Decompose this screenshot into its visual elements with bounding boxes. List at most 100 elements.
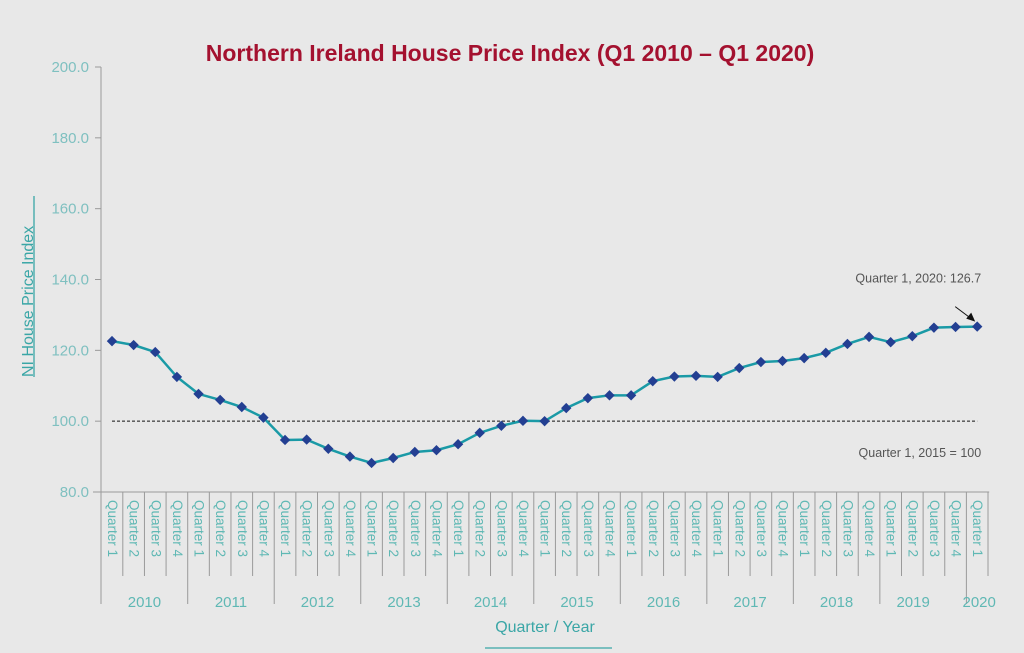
x-tick-label: Quarter 1 — [192, 500, 207, 557]
data-point — [712, 371, 723, 383]
x-axis-label: Quarter / Year — [495, 619, 595, 636]
data-point — [258, 412, 269, 423]
x-tick-label: Quarter 3 — [754, 500, 769, 557]
data-point — [301, 434, 312, 445]
x-tick-label: Quarter 3 — [408, 500, 423, 557]
year-label: 2020 — [963, 594, 996, 611]
x-tick-label: Quarter 4 — [689, 500, 704, 558]
data-point — [387, 452, 399, 464]
data-point — [625, 390, 637, 401]
year-label: 2012 — [301, 594, 334, 611]
data-point — [517, 415, 529, 427]
x-tick-label: Quarter 4 — [602, 500, 617, 558]
x-tick-label: Quarter 3 — [494, 500, 509, 557]
data-point — [950, 321, 961, 333]
x-tick-label: Quarter 4 — [256, 500, 271, 558]
x-tick-label: Quarter 2 — [559, 500, 574, 557]
data-point — [734, 362, 745, 374]
data-point — [604, 390, 615, 401]
x-tick-label: Quarter 4 — [170, 500, 185, 558]
reference-line-label: Quarter 1, 2015 = 100 — [859, 446, 982, 460]
x-tick-label: Quarter 2 — [213, 500, 228, 557]
data-point — [106, 335, 118, 347]
x-tick-label: Quarter 2 — [646, 500, 661, 557]
data-point — [690, 370, 702, 382]
x-tick-label: Quarter 2 — [127, 500, 142, 557]
x-tick-label: Quarter 2 — [473, 500, 488, 557]
x-tick-label: Quarter 1 — [278, 500, 293, 557]
y-tick-label: 160.0 — [51, 201, 89, 218]
data-point — [755, 356, 767, 368]
x-tick-label: Quarter 1 — [105, 500, 120, 557]
x-tick-label: Quarter 1 — [970, 500, 985, 557]
year-label: 2015 — [560, 594, 593, 611]
x-ticks: Quarter 1 Quarter 2 Quarter 3 Quarter 4 Quar… — [100, 492, 989, 604]
annotation: Quarter 1, 2020: 126.7 — [855, 272, 981, 322]
y-tick-label: 140.0 — [51, 272, 89, 289]
x-axis-label-group: Quarter / Year — [485, 619, 612, 649]
data-point — [582, 392, 594, 404]
year-label: 2018 — [820, 594, 853, 611]
chart-title: Northern Ireland House Price Index (Q1 2… — [206, 40, 814, 66]
data-point — [647, 375, 658, 387]
x-tick-label: Quarter 3 — [235, 500, 250, 557]
x-tick-label: Quarter 2 — [732, 500, 747, 557]
data-point — [279, 434, 291, 446]
x-tick-label: Quarter 4 — [516, 500, 531, 558]
x-tick-label: Quarter 3 — [581, 500, 596, 557]
data-point — [842, 338, 853, 350]
x-tick-label: Quarter 1 — [624, 500, 639, 557]
data-point — [863, 331, 875, 343]
x-tick-label: Quarter 1 — [538, 500, 553, 557]
x-tick-label: Quarter 1 — [365, 500, 380, 557]
data-point — [193, 388, 204, 400]
data-point — [128, 339, 139, 351]
x-tick-label: Quarter 3 — [321, 500, 336, 557]
data-point — [907, 330, 918, 342]
x-tick-label: Quarter 1 — [711, 500, 726, 557]
x-tick-label: Quarter 4 — [862, 500, 877, 558]
data-point — [171, 371, 183, 383]
y-tick-label: 120.0 — [51, 342, 89, 359]
data-point — [431, 445, 442, 456]
x-tick-label: Quarter 3 — [840, 500, 855, 557]
year-label: 2019 — [896, 594, 929, 611]
data-point — [344, 451, 356, 462]
data-point — [496, 420, 507, 431]
year-label: 2013 — [387, 594, 420, 611]
annotation-arrowhead-icon — [966, 312, 976, 322]
year-labels: 2010 2011 2012 2013 2014 2015 2016 2017 2018 2019… — [128, 594, 996, 611]
data-point — [798, 352, 810, 364]
data-point — [885, 336, 896, 348]
x-tick-label: Quarter 2 — [819, 500, 834, 557]
x-tick-label: Quarter 2 — [300, 500, 315, 557]
y-ticks: 80.0 100.0 120.0 140.0 160.0 180.0 200.0 — [51, 59, 101, 501]
data-point — [150, 346, 161, 358]
x-tick-label: Quarter 1 — [797, 500, 812, 557]
y-axis-label: NI House Price Index — [20, 226, 37, 377]
x-tick-label: Quarter 4 — [949, 500, 964, 558]
x-tick-label: Quarter 1 — [451, 500, 466, 557]
year-label: 2010 — [128, 594, 161, 611]
data-point — [323, 443, 334, 454]
data-point — [409, 446, 421, 458]
data-point — [539, 415, 550, 427]
x-tick-label: Quarter 4 — [343, 500, 358, 558]
x-tick-label: Quarter 2 — [905, 500, 920, 557]
x-tick-label: Quarter 1 — [884, 500, 899, 557]
data-point — [474, 427, 485, 439]
x-tick-label: Quarter 3 — [927, 500, 942, 557]
data-point — [928, 322, 940, 333]
series-markers — [106, 321, 983, 469]
y-tick-label: 200.0 — [51, 59, 89, 76]
data-point — [669, 371, 680, 382]
x-tick-label: Quarter 2 — [386, 500, 401, 557]
y-tick-label: 80.0 — [60, 484, 89, 501]
x-tick-label: Quarter 4 — [429, 500, 444, 558]
data-point — [561, 402, 572, 414]
x-tick-label: Quarter 4 — [776, 500, 791, 558]
annotation-label: Quarter 1, 2020: 126.7 — [855, 272, 981, 286]
y-tick-label: 180.0 — [51, 130, 89, 147]
data-point — [452, 438, 464, 450]
